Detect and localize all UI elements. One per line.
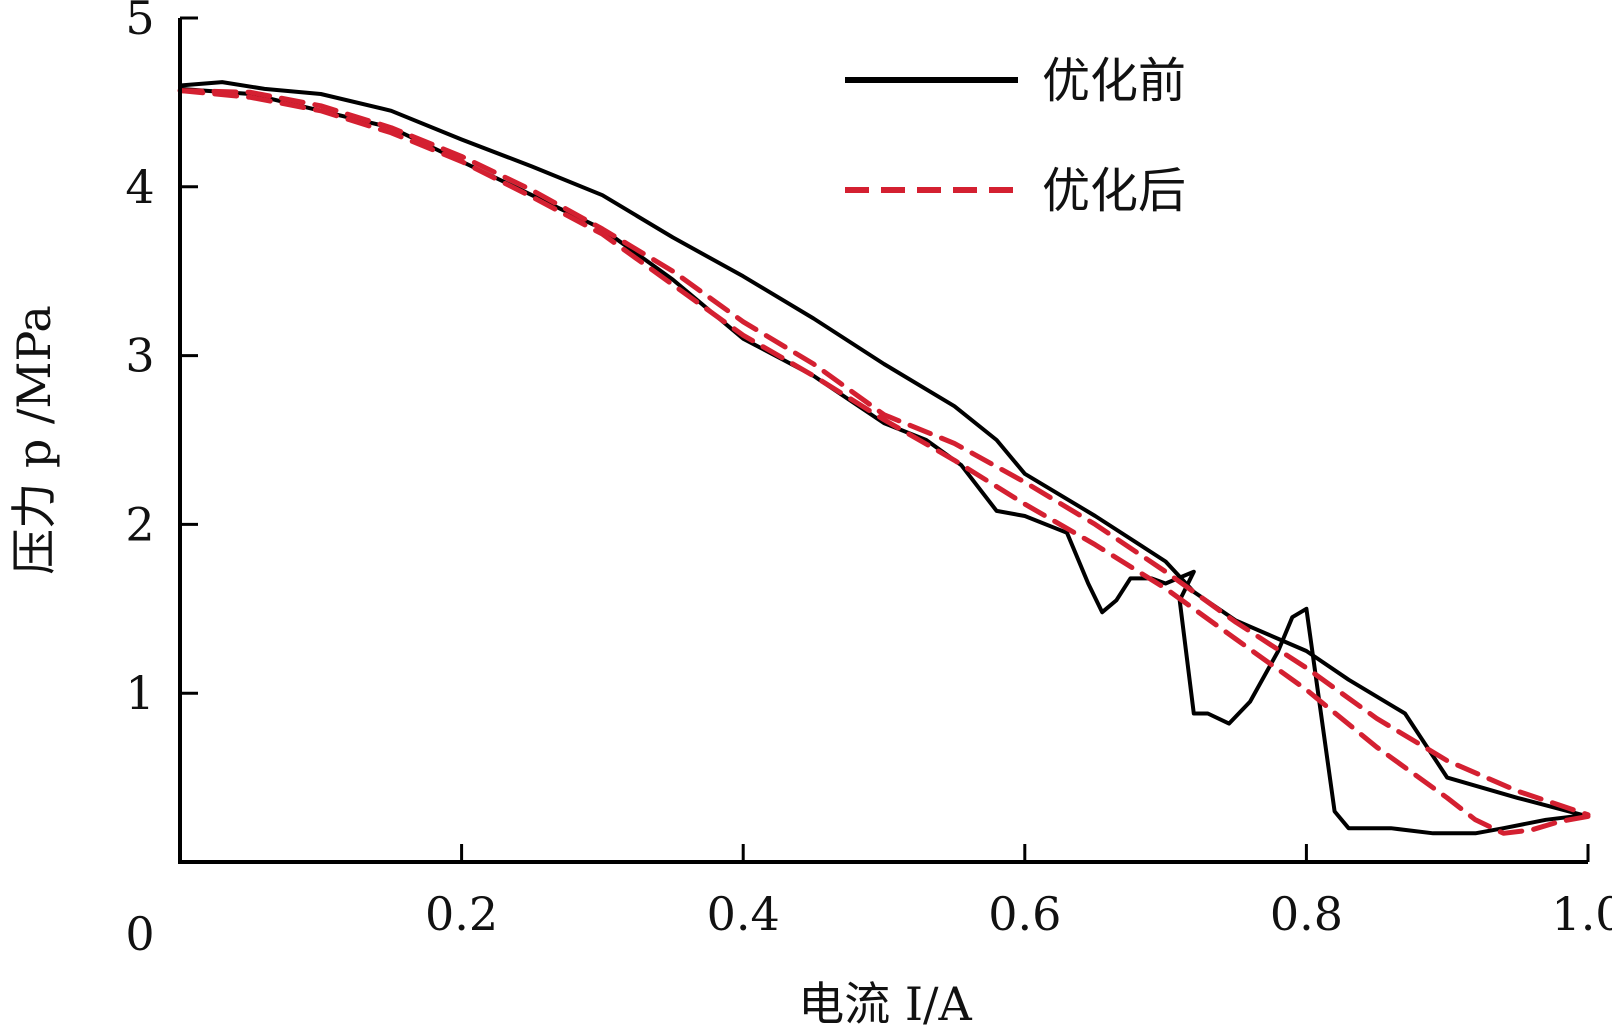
y-tick-label-0: 1 <box>125 666 154 720</box>
x-tick-label-0: 0.2 <box>425 887 498 941</box>
legend-label-1: 优化后 <box>1042 163 1186 219</box>
series-0-line-1 <box>178 86 1590 836</box>
x-tick-label-2: 0.6 <box>988 887 1061 941</box>
y-tick-label-1: 2 <box>125 497 154 551</box>
y-tick-label-3: 4 <box>125 160 154 214</box>
x-tick-label-3: 0.8 <box>1270 887 1343 941</box>
series-0-line-0 <box>178 80 1590 819</box>
x-tick-label-4: 1.0 <box>1551 887 1612 941</box>
axes <box>178 18 1588 864</box>
x-axis-title: 电流 I/A <box>798 977 972 1029</box>
x-tick-label-1: 0.4 <box>707 887 780 941</box>
y-tick-label-2: 3 <box>125 329 154 383</box>
ticks: 0.2 0.4 0.6 0.8 1.0 1 2 3 4 5 <box>125 0 1612 941</box>
series-1-line-1 <box>177 88 1591 836</box>
origin-label: 0 <box>125 907 154 961</box>
legend-label-0: 优化前 <box>1042 53 1186 109</box>
y-axis-title: 压力 p /MPa <box>7 305 61 575</box>
y-tick-label-4: 5 <box>125 0 154 45</box>
plot-lines <box>177 80 1591 836</box>
series-1-line-0 <box>177 88 1591 818</box>
